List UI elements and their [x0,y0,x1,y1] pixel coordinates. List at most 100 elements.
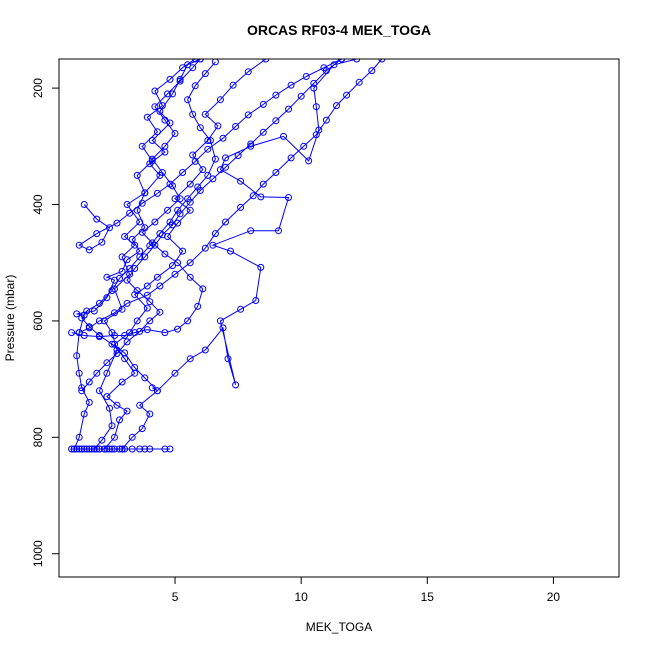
data-point [146,298,154,306]
data-point [222,163,229,171]
data-point [280,132,287,140]
x-axis: 5 10 15 20 [172,577,560,604]
data-point [131,241,139,249]
data-point [189,64,197,72]
data-point [133,287,141,295]
data-point [146,317,154,325]
data-point [297,92,305,100]
data-point [196,59,204,63]
data-point [113,401,121,409]
data-point [156,308,164,316]
data-point [338,59,345,63]
data-point [93,230,101,238]
data-point [179,169,187,176]
data-point [100,445,108,453]
data-point [78,387,86,395]
data-point [151,241,159,249]
y-axis-label: Pressure (mbar) [3,275,17,362]
chart-title: ORCAS RF03-4 MEK_TOGA [247,22,431,38]
data-point [118,378,126,386]
data-point [95,387,103,395]
data-point [138,142,146,150]
data-point [171,130,179,137]
series-line [81,59,342,392]
data-point [285,105,292,113]
data-point [257,193,265,201]
data-point [123,338,131,346]
data-point [171,195,179,203]
data-point [186,198,194,206]
x-tick-label: 5 [172,590,179,604]
data-point [113,219,121,227]
data-point [98,238,106,246]
data-point [108,287,116,295]
data-point [143,326,151,334]
data-point [211,59,219,66]
data-point [121,233,129,240]
data-point [169,221,176,229]
data-point [161,250,169,258]
data-point [80,410,88,418]
data-point [141,445,149,453]
data-point [262,59,270,63]
data-point [201,346,209,354]
data-point [111,445,118,453]
data-point [300,142,308,150]
data-point [166,75,174,83]
data-point [121,349,129,357]
data-point [90,445,98,453]
data-point [75,433,83,441]
data-point [224,355,232,363]
data-point [95,299,103,307]
data-point [85,378,93,386]
data-point [211,155,219,163]
data-point [80,332,88,339]
data-point [353,59,361,63]
data-point [310,84,318,92]
data-point [138,199,146,207]
data-point [75,445,83,453]
data-point [222,218,229,226]
data-point [123,201,131,208]
data-point [106,445,113,453]
data-point [244,111,252,119]
data-point [201,244,209,252]
data-point [275,227,282,235]
data-point [123,299,131,307]
data-point [219,324,227,332]
series-line [81,61,216,392]
data-point [176,195,184,203]
data-point [164,90,171,98]
data-point [80,445,88,453]
data-point [136,253,144,261]
x-axis-label: MEK_TOGA [306,620,372,634]
data-point [143,291,151,299]
series-7 [75,59,345,254]
data-point [161,142,169,150]
data-point [305,157,313,165]
data-point [146,410,154,418]
series-2 [70,59,204,453]
data-point [343,91,351,99]
data-point [232,381,240,389]
data-point [103,369,111,377]
data-point [126,329,134,337]
data-point [186,273,194,281]
data-point [108,445,116,453]
y-tick-label: 400 [31,194,45,214]
data-point [153,189,161,197]
y-tick-label: 1000 [31,540,45,567]
data-point [201,110,209,118]
data-point [158,231,166,239]
data-point [237,177,245,185]
data-point [227,247,234,255]
data-point [103,294,111,302]
data-point [186,180,194,188]
data-point [143,282,151,290]
data-point [237,203,245,211]
data-point [211,230,219,238]
data-point [161,329,169,337]
data-point [171,270,179,278]
y-tick-label: 800 [31,427,45,447]
data-point [90,307,98,315]
